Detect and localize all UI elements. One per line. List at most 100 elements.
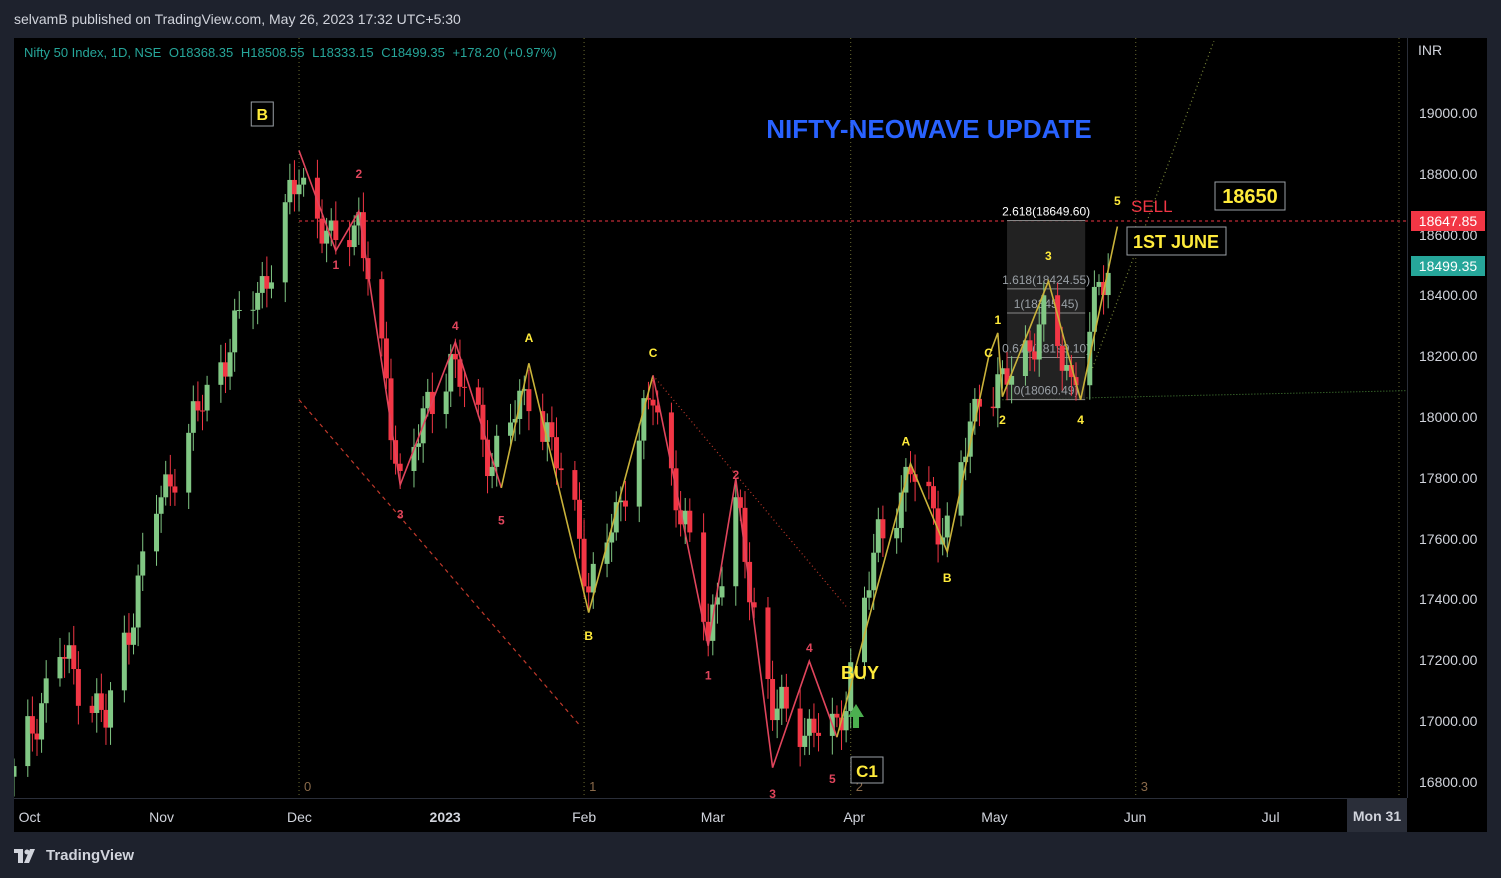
candle-body — [250, 309, 256, 311]
candle-body — [448, 353, 454, 392]
candle-body — [802, 735, 808, 747]
candle-body — [576, 499, 582, 539]
time-tick-label: Jul — [1261, 809, 1280, 825]
trend-line-dashed — [298, 399, 580, 726]
price-tick-label: 17000.00 — [1419, 713, 1478, 729]
wave-label: 1 — [994, 313, 1001, 327]
c1-label: C1 — [856, 762, 878, 781]
candle-body — [609, 532, 615, 543]
candle-body — [1068, 365, 1074, 378]
candle-body — [774, 708, 780, 721]
wave-label: 2 — [999, 413, 1006, 427]
wave-label: A — [902, 434, 911, 448]
wave-label: 2 — [732, 468, 739, 482]
time-axis[interactable]: Oct Nov Dec 2023 Feb Mar Apr May Jun Jul Mon 31 — [14, 798, 1407, 833]
price-tick-label: 18400.00 — [1419, 287, 1478, 304]
candle-body — [655, 405, 661, 413]
candle-body — [797, 708, 803, 747]
candle-body — [1096, 281, 1102, 287]
candles-group — [14, 159, 1111, 797]
candle-body — [834, 713, 840, 718]
candle-body — [443, 391, 449, 415]
legend-high: H18508.55 — [240, 45, 305, 60]
candle-body — [259, 276, 265, 293]
candle-body — [416, 443, 422, 447]
wave-box — [250, 101, 274, 127]
candle-body — [549, 422, 555, 438]
candle-body — [816, 732, 822, 736]
candle-body — [158, 497, 164, 514]
candle-body — [62, 657, 68, 659]
tradingview-logo[interactable]: TradingView — [14, 847, 134, 864]
price-axis[interactable]: INR 16800.00 17000.00 17200.00 17400.00 1760… — [1407, 38, 1488, 798]
candle-body — [291, 179, 297, 195]
cycle-label: 1 — [589, 779, 596, 794]
wave-label: 3 — [397, 507, 404, 521]
candle-body — [57, 657, 63, 679]
candle-body — [195, 401, 201, 411]
candle-body — [397, 463, 403, 471]
candle-body — [227, 352, 233, 377]
candle-body — [126, 632, 132, 645]
candle-body — [268, 282, 274, 289]
candle-body — [678, 510, 684, 525]
candle-body — [1022, 340, 1028, 376]
candle-body — [590, 563, 596, 593]
candle-body — [264, 276, 270, 289]
candle-body — [618, 500, 624, 503]
wave-red-2 — [652, 375, 838, 768]
candle-body — [811, 718, 817, 733]
candle-body — [154, 513, 160, 552]
candle-body — [944, 515, 950, 538]
chart-canvas[interactable]: 01232.618(18649.60)1.618(18424.55)1(1834… — [14, 38, 1407, 798]
candle-body — [494, 435, 500, 467]
legend-change: +178.20 (+0.97%) — [452, 45, 557, 60]
candle-body — [319, 218, 325, 244]
candle-body — [89, 705, 95, 713]
chart-title: NIFTY-NEOWAVE UPDATE — [766, 114, 1092, 144]
wave-label: 5 — [829, 772, 836, 786]
wave-label-box: B — [256, 107, 268, 124]
candle-body — [34, 733, 40, 740]
candle-body — [558, 468, 564, 471]
price-tick-label: 17600.00 — [1419, 530, 1478, 547]
wave-label: 2 — [355, 167, 362, 181]
candle-body — [489, 466, 495, 477]
candle-body — [682, 510, 688, 525]
candle-body — [926, 481, 932, 487]
candle-body — [995, 374, 1001, 409]
candle-body — [388, 378, 394, 441]
fib-label: 2.618(18649.60) — [1002, 205, 1090, 219]
buy-arrow-icon — [848, 704, 864, 728]
candle-body — [199, 410, 205, 412]
candle-body — [967, 421, 973, 457]
candle-body — [190, 401, 196, 433]
candle-body — [898, 492, 904, 528]
candle-body — [425, 391, 431, 409]
candle-body — [1091, 286, 1097, 332]
legend-symbol[interactable]: Nifty 50 Index, 1D, NSE — [24, 45, 162, 60]
symbol-legend: Nifty 50 Index, 1D, NSE O18368.35 H18508… — [24, 45, 561, 60]
wave-label: 5 — [498, 513, 505, 527]
candle-body — [218, 362, 224, 385]
footer-brand: TradingView — [46, 847, 135, 864]
candle-body — [999, 368, 1005, 375]
candle-body — [839, 717, 845, 731]
wave-label: B — [943, 571, 952, 585]
candle-body — [912, 474, 918, 482]
candle-body — [540, 411, 546, 442]
candle-body — [131, 627, 137, 645]
candle-body — [43, 678, 49, 704]
candle-body — [586, 586, 592, 593]
wave-label: A — [525, 331, 534, 345]
legend-open: O18368.35 — [168, 45, 234, 60]
cycle-label: 0 — [304, 779, 311, 794]
time-tick-label: Apr — [843, 809, 866, 825]
candle-body — [328, 220, 334, 231]
candle-body — [39, 703, 45, 740]
candle-body — [1004, 368, 1010, 385]
wave-label: C — [649, 346, 658, 360]
chart-svg[interactable]: 01232.618(18649.60)1.618(18424.55)1(1834… — [14, 38, 1407, 798]
candle-body — [485, 439, 491, 477]
candle-body — [103, 709, 109, 728]
